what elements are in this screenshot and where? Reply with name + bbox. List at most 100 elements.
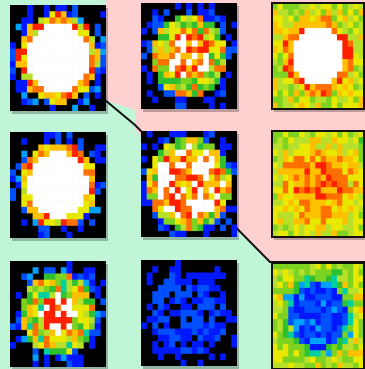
heatmap-cell <box>208 297 215 304</box>
heatmap-cell <box>77 150 84 158</box>
heatmap-cell <box>331 180 338 188</box>
heatmap-cell <box>304 27 311 35</box>
heatmap-cell <box>353 155 359 163</box>
heatmap-cell <box>342 15 349 23</box>
heatmap-cell <box>191 187 198 194</box>
heatmap-cell <box>203 137 210 144</box>
heatmap-cell <box>304 149 311 157</box>
heatmap-cell <box>197 65 204 72</box>
heatmap-cell <box>43 36 50 43</box>
heatmap-cell <box>77 48 84 56</box>
heatmap-cell <box>43 169 50 176</box>
heatmap-cell <box>304 21 311 29</box>
heatmap-cell <box>77 219 84 226</box>
heatmap-cell <box>288 65 294 72</box>
heatmap-cell <box>331 131 338 138</box>
heatmap-cell <box>293 350 300 357</box>
heatmap-cell <box>214 212 221 219</box>
heatmap-cell <box>331 275 338 283</box>
heatmap-cell <box>225 52 232 60</box>
heatmap-cell <box>220 328 227 336</box>
heatmap-cell <box>304 168 311 175</box>
heatmap-cell <box>174 230 181 237</box>
heatmap-cell <box>347 162 354 169</box>
heatmap-cell <box>186 205 193 213</box>
heatmap-cell <box>60 54 67 62</box>
heatmap-cell <box>282 362 289 369</box>
heatmap-cell <box>342 59 349 66</box>
heatmap-cell <box>21 17 28 25</box>
heatmap-cell <box>60 175 67 183</box>
heatmap-cell <box>83 67 90 74</box>
heatmap-cell <box>49 150 56 158</box>
heatmap-cell <box>197 77 204 85</box>
heatmap-cell <box>89 342 96 349</box>
heatmap-cell <box>272 306 278 314</box>
heatmap-cell <box>66 292 73 299</box>
heatmap-cell <box>55 42 62 49</box>
heatmap-cell <box>77 323 84 330</box>
heatmap-cell <box>43 181 50 189</box>
heatmap-cell <box>336 300 343 307</box>
heatmap-cell <box>277 52 284 60</box>
heatmap-cell <box>342 84 349 91</box>
heatmap-cell <box>21 23 28 31</box>
heatmap-cell <box>43 132 50 139</box>
heatmap-cell <box>197 149 204 157</box>
heatmap-cell <box>157 205 164 213</box>
heatmap-cell <box>32 36 39 43</box>
heatmap-cell <box>342 168 349 175</box>
heatmap-cell <box>220 46 227 54</box>
heatmap-cell <box>146 131 153 138</box>
heatmap-cell <box>72 42 79 49</box>
heatmap-cell <box>353 224 359 232</box>
heatmap-cell <box>309 230 316 237</box>
heatmap-cell <box>353 350 359 357</box>
tile-r2c3 <box>271 130 365 238</box>
heatmap-cell <box>353 306 359 314</box>
heatmap-cell <box>32 342 39 349</box>
heatmap-cell <box>326 362 332 369</box>
heatmap-cell <box>32 188 39 195</box>
heatmap-cell <box>26 285 33 293</box>
heatmap-cell <box>180 291 187 298</box>
heatmap-cell <box>49 188 56 195</box>
heatmap-cell <box>320 52 327 60</box>
heatmap-cell <box>208 316 215 323</box>
tile-r3c3 <box>271 262 365 369</box>
heatmap-cell <box>203 322 210 329</box>
heatmap-cell <box>320 300 327 307</box>
heatmap-cell <box>208 34 215 41</box>
heatmap-cell <box>32 175 39 183</box>
heatmap-cell <box>358 59 364 66</box>
heatmap-cell <box>163 34 170 41</box>
heatmap-cell <box>342 149 349 157</box>
heatmap-cell <box>293 224 300 232</box>
heatmap-cell <box>336 356 343 364</box>
heatmap-cell <box>26 42 33 49</box>
heatmap-cell <box>32 29 39 37</box>
heatmap-cell <box>214 218 221 225</box>
heatmap-cell <box>141 180 147 188</box>
heatmap-cell <box>336 149 343 157</box>
heatmap-cell <box>60 310 67 318</box>
heatmap-cell <box>293 65 300 72</box>
heatmap-cell <box>10 67 16 74</box>
heatmap-cell <box>320 281 327 289</box>
heatmap-cell <box>208 40 215 47</box>
heatmap-cell <box>288 356 294 364</box>
heatmap-cell <box>32 67 39 74</box>
heatmap-cell <box>208 309 215 317</box>
heatmap-cell <box>282 350 289 357</box>
heatmap-cell <box>10 169 16 176</box>
heatmap-cell <box>26 323 33 330</box>
heatmap-cell <box>277 137 284 144</box>
heatmap-cell <box>186 27 193 35</box>
heatmap-cell <box>152 168 159 175</box>
heatmap-cell <box>353 162 359 169</box>
heatmap-cell <box>299 263 305 270</box>
heatmap-cell <box>186 199 193 207</box>
heatmap-cell <box>197 162 204 169</box>
heatmap-cell <box>304 143 311 151</box>
heatmap-cell <box>83 79 90 87</box>
